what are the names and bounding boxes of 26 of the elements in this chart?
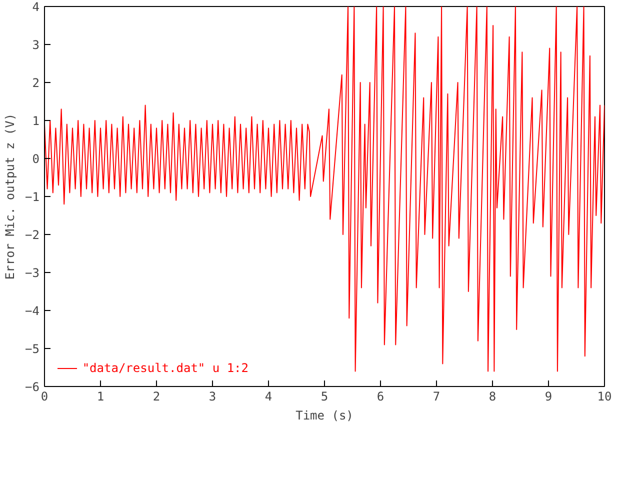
y-tick-label: −4 [25, 304, 40, 318]
x-tick-label: 2 [152, 390, 160, 404]
legend-label: "data/result.dat" u 1:2 [82, 361, 248, 375]
x-tick-label: 7 [432, 390, 440, 404]
y-tick-label: −6 [25, 380, 40, 394]
y-axis-title: Error Mic. output z (V) [3, 113, 18, 280]
y-tick-label: −2 [25, 228, 40, 242]
x-tick-label: 0 [40, 390, 48, 404]
x-axis-title: Time (s) [296, 408, 354, 422]
x-tick-label: 4 [264, 390, 272, 404]
x-tick-label: 9 [544, 390, 552, 404]
y-tick-label: −1 [25, 190, 40, 204]
y-tick-label: 0 [32, 152, 40, 166]
x-tick-label: 10 [597, 390, 612, 404]
x-tick-label: 8 [488, 390, 496, 404]
x-tick-label: 6 [376, 390, 384, 404]
y-tick-label: 2 [32, 76, 40, 90]
y-tick-label: −5 [25, 342, 40, 356]
y-tick-label: 1 [32, 114, 40, 128]
x-tick-label: 5 [320, 390, 328, 404]
y-tick-label: 3 [32, 38, 40, 52]
y-tick-label: 4 [32, 0, 40, 14]
line-series [44, 6, 604, 372]
x-tick-label: 1 [96, 390, 104, 404]
x-tick-label: 3 [208, 390, 216, 404]
y-tick-label: −3 [25, 266, 40, 280]
